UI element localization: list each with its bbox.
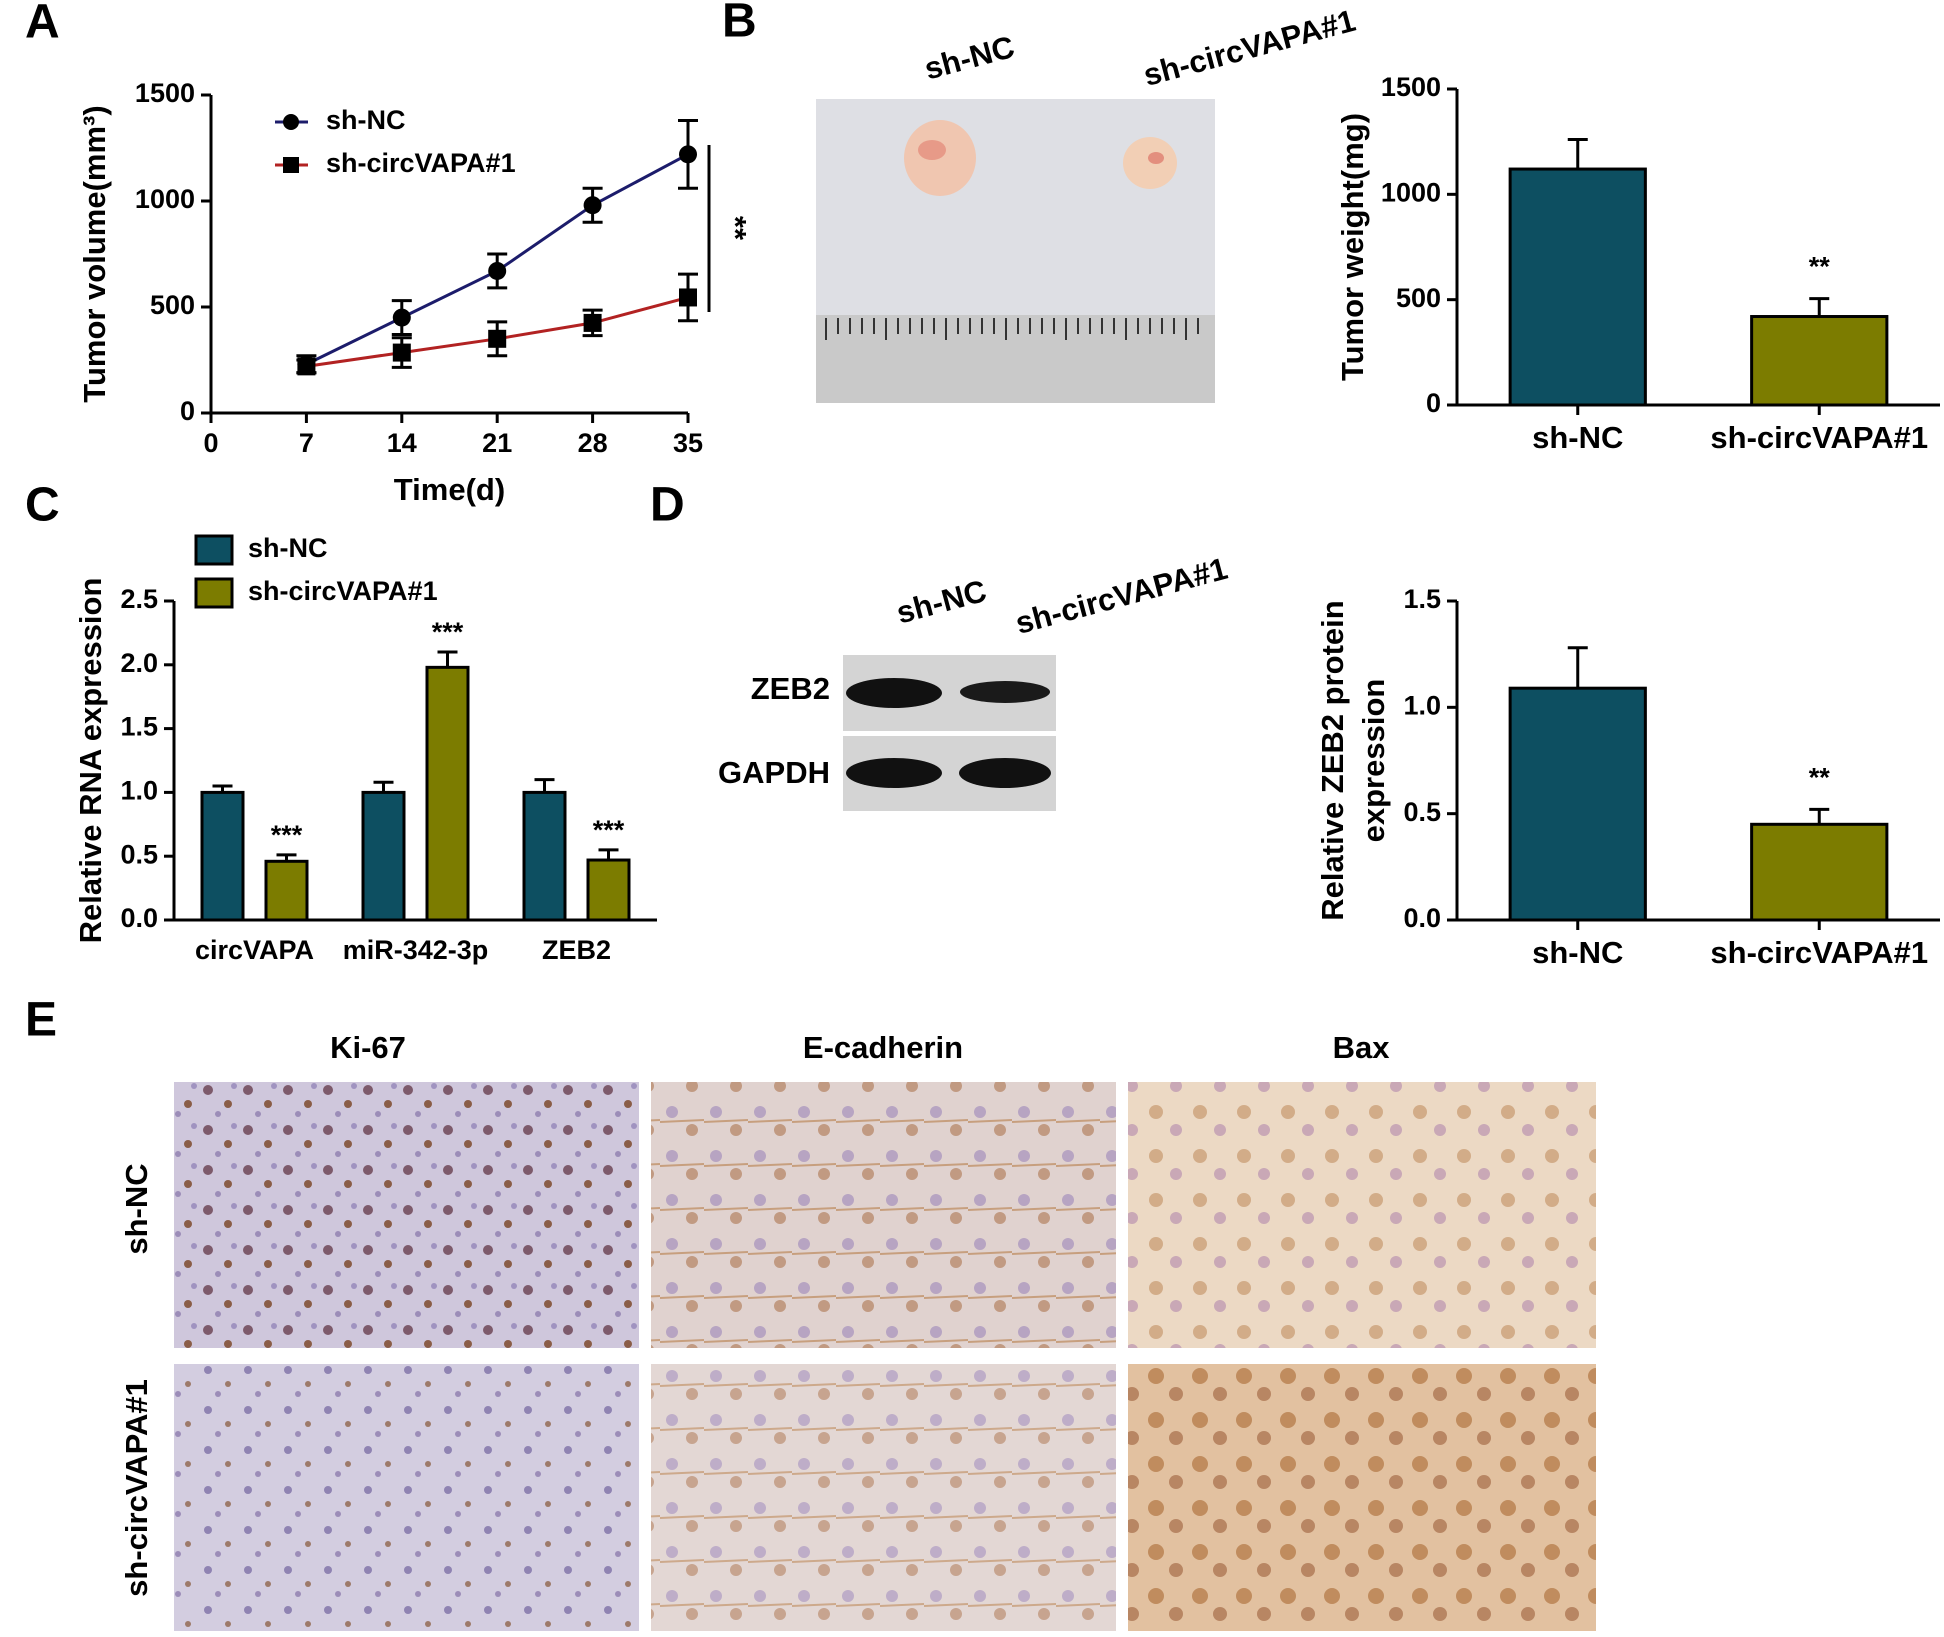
y-tick-label: 500 — [1396, 283, 1441, 313]
panel-label: E — [25, 994, 57, 1047]
legend-label: sh-circVAPA#1 — [326, 148, 516, 178]
significance: ** — [1809, 763, 1831, 793]
panel-label: B — [722, 0, 757, 48]
bar — [522, 790, 567, 922]
marker — [583, 196, 602, 215]
panel-label: D — [650, 479, 685, 532]
ihc-images — [174, 1082, 1596, 1631]
y-axis-label: Relative RNA expression — [73, 578, 108, 944]
bar — [1508, 167, 1647, 407]
x-tick-label: sh-circVAPA#1 — [1710, 420, 1928, 455]
blot-row-label: ZEB2 — [751, 671, 830, 706]
x-tick-label: sh-NC — [1532, 935, 1623, 970]
y-tick-label: 0 — [180, 396, 195, 426]
bar — [1750, 315, 1889, 407]
ihc-row-label: sh-circVAPA#1 — [119, 1379, 154, 1597]
bar — [586, 858, 631, 922]
legend-label: sh-NC — [248, 533, 328, 563]
legend-label: sh-NC — [326, 105, 406, 135]
y-tick-label: 1.5 — [1403, 584, 1441, 614]
ihc-row-label: sh-NC — [119, 1163, 154, 1254]
x-tick-label: 0 — [203, 428, 218, 458]
marker — [583, 313, 602, 332]
x-axis-label: Time(d) — [394, 472, 505, 507]
panel-label: C — [25, 479, 60, 532]
ihc-column-label: Ki-67 — [330, 1030, 406, 1065]
y-tick-label: 1.5 — [120, 712, 158, 742]
legend-swatch — [194, 534, 234, 566]
x-tick-label: 35 — [673, 428, 703, 458]
marker — [679, 145, 697, 164]
marker — [488, 329, 507, 348]
y-tick-label: 0.0 — [1403, 903, 1441, 933]
significance: *** — [271, 820, 303, 850]
marker — [392, 308, 411, 327]
y-tick-label: 1500 — [1381, 72, 1441, 102]
y-tick-label: 1000 — [135, 184, 195, 214]
bar — [361, 790, 406, 922]
legend-label: sh-circVAPA#1 — [248, 576, 438, 606]
x-tick-label: miR-342-3p — [343, 935, 489, 965]
marker — [679, 288, 697, 307]
legend-marker — [283, 114, 299, 130]
ihc-column-label: E-cadherin — [803, 1030, 963, 1065]
blot-row-label: GAPDH — [718, 755, 830, 790]
blot-column-label: sh-NC — [893, 573, 990, 630]
x-tick-label: 28 — [578, 428, 608, 458]
y-tick-label: 0 — [1426, 388, 1441, 418]
photo-label: sh-NC — [921, 29, 1018, 86]
x-tick-label: 21 — [482, 428, 512, 458]
bar — [1508, 686, 1647, 922]
y-axis-label: Tumor volume(mm³) — [77, 105, 112, 402]
y-tick-label: 1500 — [135, 78, 195, 108]
significance: ** — [1809, 252, 1831, 282]
y-axis-label: Relative ZEB2 protein — [1315, 600, 1350, 920]
x-tick-label: sh-NC — [1532, 420, 1623, 455]
tumor-photo — [816, 99, 1215, 403]
significance: *** — [432, 617, 464, 647]
legend-marker — [283, 157, 299, 173]
photo-label: sh-circVAPA#1 — [1140, 3, 1359, 93]
y-tick-label: 1.0 — [1403, 690, 1441, 720]
y-tick-label: 1.0 — [120, 776, 158, 806]
panel-label: A — [25, 0, 60, 49]
bar — [1750, 822, 1889, 922]
bar — [200, 790, 245, 922]
marker — [488, 261, 507, 280]
y-tick-label: 1000 — [1381, 177, 1441, 207]
y-tick-label: 0.5 — [1403, 797, 1441, 827]
y-axis-label: expression — [1356, 679, 1391, 843]
y-axis-label: Tumor weight(mg) — [1335, 113, 1370, 381]
x-tick-label: 7 — [299, 428, 314, 458]
significance: ** — [718, 216, 753, 241]
y-tick-label: 0.0 — [120, 903, 158, 933]
western-blot — [843, 655, 1056, 811]
significance: *** — [593, 815, 625, 845]
y-tick-label: 2.5 — [120, 584, 158, 614]
legend-swatch — [194, 577, 234, 609]
blot-column-label: sh-circVAPA#1 — [1012, 551, 1231, 641]
ihc-column-label: Bax — [1333, 1030, 1391, 1065]
bar — [425, 665, 470, 922]
x-tick-label: 14 — [387, 428, 417, 458]
marker — [392, 343, 411, 362]
x-tick-label: sh-circVAPA#1 — [1710, 935, 1928, 970]
bar — [264, 859, 309, 922]
y-tick-label: 0.5 — [120, 839, 158, 869]
x-tick-label: ZEB2 — [542, 935, 611, 965]
y-tick-label: 500 — [150, 290, 195, 320]
marker — [297, 357, 316, 376]
y-tick-label: 2.0 — [120, 648, 158, 678]
x-tick-label: circVAPA — [195, 935, 314, 965]
